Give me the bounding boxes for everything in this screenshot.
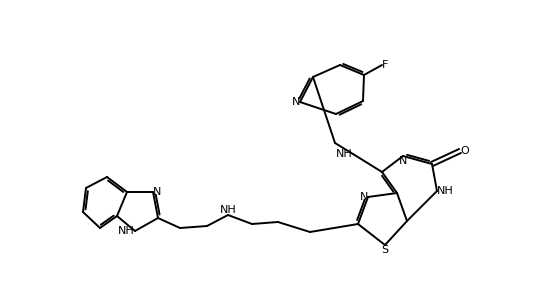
Text: O: O bbox=[460, 146, 469, 156]
Text: N: N bbox=[360, 192, 368, 202]
Text: NH: NH bbox=[336, 149, 353, 159]
Text: NH: NH bbox=[437, 186, 454, 196]
Text: NH: NH bbox=[220, 205, 237, 215]
Text: S: S bbox=[381, 245, 389, 255]
Text: F: F bbox=[382, 60, 388, 70]
Text: NH: NH bbox=[118, 226, 135, 236]
Text: N: N bbox=[399, 156, 407, 166]
Text: N: N bbox=[292, 97, 300, 107]
Text: N: N bbox=[153, 187, 161, 197]
